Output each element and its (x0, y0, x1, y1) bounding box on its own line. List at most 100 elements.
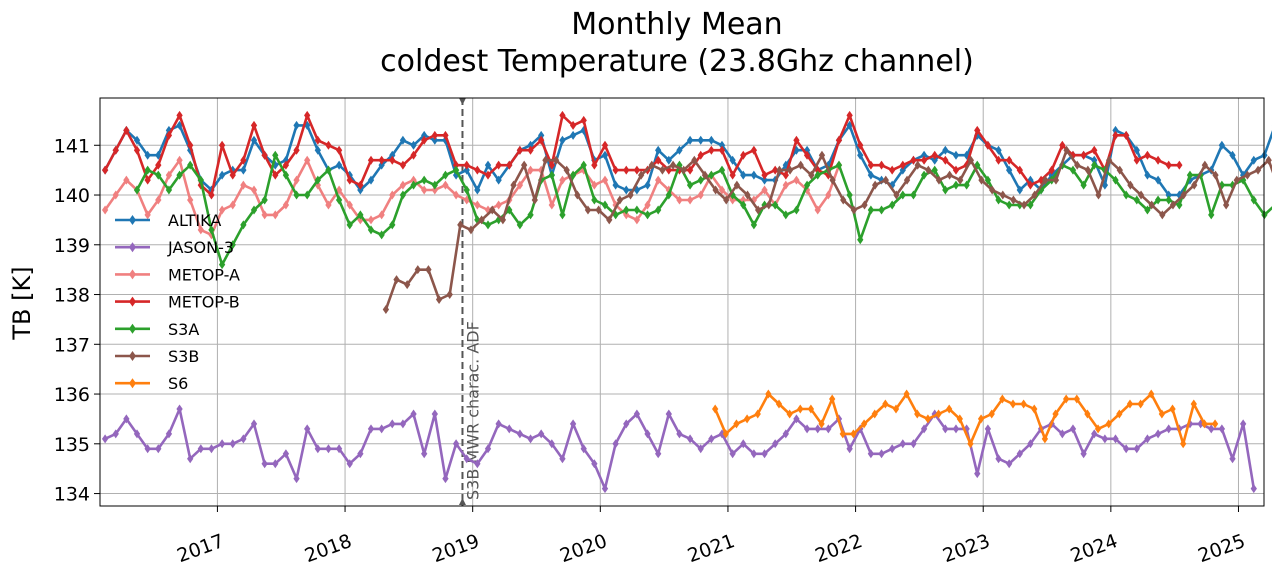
data-point (857, 140, 864, 150)
data-point (1250, 484, 1257, 494)
data-point (925, 165, 932, 175)
data-point (623, 419, 630, 429)
data-point (988, 409, 995, 419)
data-point (665, 190, 672, 200)
data-point (967, 439, 974, 449)
y-tick-label: 137 (54, 334, 90, 356)
data-point (250, 205, 258, 215)
data-point (750, 145, 758, 155)
data-point (616, 195, 624, 205)
data-point (559, 210, 566, 220)
data-point (1176, 160, 1183, 170)
data-point (1080, 449, 1087, 459)
data-point (867, 449, 875, 459)
data-point (644, 210, 651, 220)
data-point (793, 175, 800, 185)
data-point (1016, 185, 1023, 195)
data-point (793, 414, 800, 424)
x-tick-label: 2023 (940, 530, 993, 567)
data-point (452, 165, 460, 175)
data-point (708, 145, 715, 155)
data-point (995, 145, 1002, 155)
data-point (452, 190, 460, 200)
data-point (772, 200, 779, 210)
data-point (957, 175, 964, 185)
data-point (818, 150, 826, 160)
data-point (431, 130, 438, 140)
data-point (506, 424, 513, 434)
data-point (803, 424, 811, 434)
data-point (839, 429, 846, 439)
data-point (793, 205, 800, 215)
data-point (431, 135, 438, 145)
data-point (410, 150, 417, 160)
data-point (1165, 160, 1172, 170)
data-point (1123, 444, 1130, 454)
data-point (1148, 389, 1155, 399)
data-point (623, 165, 630, 175)
data-point (659, 165, 666, 175)
data-point (708, 135, 715, 145)
data-point (304, 424, 311, 434)
data-point (1201, 160, 1209, 170)
y-tick-label: 141 (54, 135, 90, 157)
data-point (655, 145, 662, 155)
data-point (414, 265, 421, 275)
data-point (793, 135, 800, 145)
data-point (101, 205, 109, 215)
data-point (123, 175, 130, 185)
data-point (733, 180, 741, 190)
data-point (399, 190, 407, 200)
data-point (282, 170, 290, 180)
data-point (421, 135, 428, 145)
data-point (1144, 434, 1151, 444)
data-point (995, 454, 1002, 464)
data-point (952, 165, 960, 175)
data-point (431, 409, 438, 419)
data-point (250, 120, 258, 130)
data-point (740, 439, 747, 449)
data-point (1250, 195, 1257, 205)
data-point (484, 205, 492, 215)
data-point (144, 210, 151, 220)
data-point (871, 180, 879, 190)
data-point (144, 165, 151, 175)
data-point (1095, 190, 1102, 200)
data-point (272, 210, 279, 220)
data-point (988, 185, 996, 195)
data-point (378, 160, 385, 170)
data-point (676, 429, 683, 439)
data-point (1091, 145, 1098, 155)
x-tick-label: 2021 (685, 530, 738, 567)
data-point (1180, 439, 1187, 449)
data-point (903, 389, 910, 399)
data-point (293, 190, 300, 200)
data-point (176, 170, 183, 180)
data-point (559, 110, 566, 120)
data-point (1091, 160, 1098, 170)
data-point (1126, 399, 1134, 409)
data-point (474, 200, 481, 210)
series-s3a (133, 150, 1272, 270)
data-point (527, 434, 534, 444)
data-point (744, 190, 751, 200)
data-point (946, 404, 953, 414)
data-point (325, 140, 332, 150)
data-point (101, 165, 109, 175)
plot-area-frame (99, 97, 1265, 507)
vertical-reference-line: S3B MWR charac. ADF (458, 98, 482, 506)
data-point (495, 175, 502, 185)
data-point (952, 424, 960, 434)
data-point (1254, 165, 1262, 175)
data-point (601, 484, 609, 494)
data-point (1211, 419, 1219, 429)
data-point (133, 185, 141, 195)
series-s3b (382, 145, 1272, 314)
data-point (516, 429, 524, 439)
data-point (1094, 424, 1102, 434)
data-point (218, 140, 226, 150)
data-point (601, 140, 609, 150)
data-point (999, 190, 1006, 200)
data-point (1212, 170, 1219, 180)
x-tick-label: 2022 (812, 530, 865, 567)
